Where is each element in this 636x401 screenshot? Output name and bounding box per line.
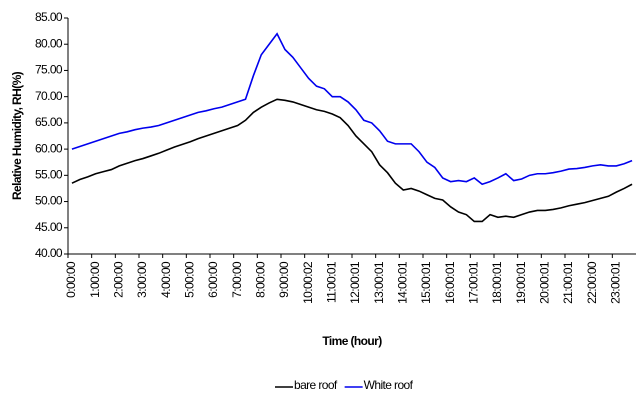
- legend-label: White roof: [364, 378, 414, 392]
- y-tick-label: 70.00: [35, 89, 63, 103]
- x-tick-label: 19:00:01: [514, 261, 528, 304]
- x-tick-label: 18:00:01: [490, 261, 504, 304]
- x-axis-title: Time (hour): [322, 334, 382, 348]
- x-tick-label: 0:00:00: [64, 261, 78, 298]
- y-tick-label: 55.00: [35, 168, 63, 182]
- x-tick-label: 23:00:01: [608, 261, 622, 304]
- x-tick-label: 1:00:00: [88, 261, 102, 298]
- x-tick-label: 16:00:01: [443, 261, 457, 304]
- x-tick-label: 3:00:00: [135, 261, 149, 298]
- x-tick-label: 10:00:02: [301, 261, 315, 304]
- x-tick-label: 20:00:01: [537, 261, 551, 304]
- x-tick-label: 7:00:00: [230, 261, 244, 298]
- x-tick-label: 5:00:00: [182, 261, 196, 298]
- x-tick-label: 8:00:00: [253, 261, 267, 298]
- x-tick-label: 11:00:01: [324, 261, 338, 303]
- x-tick-label: 12:00:01: [348, 261, 362, 304]
- y-tick-label: 40.00: [35, 246, 63, 260]
- x-tick-label: 17:00:01: [466, 261, 480, 304]
- series-line: [71, 32, 633, 186]
- y-tick-label: 65.00: [35, 115, 63, 129]
- x-tick-label: 21:00:01: [561, 261, 575, 304]
- y-axis-title: Relative Humidity, RH(%): [10, 71, 24, 200]
- y-tick-label: 45.00: [35, 220, 63, 234]
- y-tick-label: 50.00: [35, 194, 63, 208]
- legend-label: bare roof: [294, 378, 338, 392]
- y-tick-label: 85.00: [35, 10, 63, 24]
- series-line: [71, 98, 633, 223]
- x-tick-label: 9:00:00: [277, 261, 291, 298]
- x-tick-label: 22:00:00: [585, 261, 599, 304]
- y-tick-label: 60.00: [35, 141, 63, 155]
- x-tick-label: 14:00:01: [395, 261, 409, 304]
- x-tick-label: 4:00:00: [159, 261, 173, 298]
- x-tick-label: 2:00:00: [111, 261, 125, 298]
- x-tick-label: 15:00:01: [419, 261, 433, 304]
- x-tick-label: 6:00:00: [206, 261, 220, 298]
- x-tick-label: 13:00:01: [372, 261, 386, 304]
- y-tick-label: 80.00: [35, 36, 63, 50]
- y-tick-label: 75.00: [35, 63, 63, 77]
